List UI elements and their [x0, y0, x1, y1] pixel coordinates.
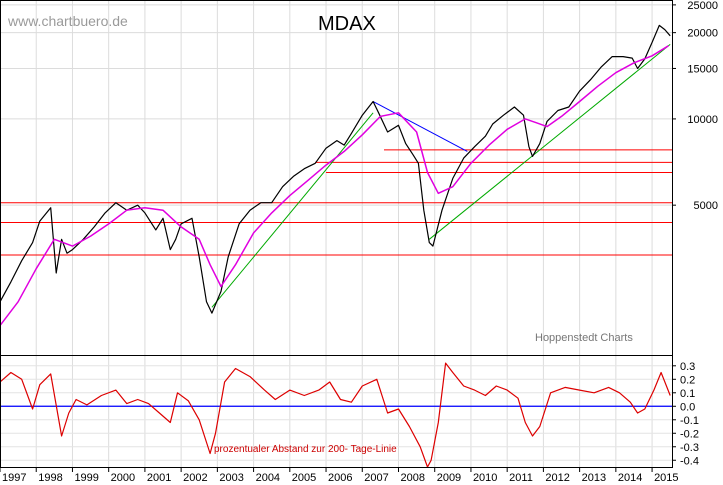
y-tick-label: 5000 — [694, 200, 718, 212]
moving-average-200-line — [0, 45, 669, 327]
y-tick-label: -0.1 — [680, 415, 699, 427]
main-y-axis: 5000 10000 15000 20000 25000 — [672, 0, 718, 212]
trend-line — [372, 101, 468, 152]
watermark: www.chartbuero.de — [7, 13, 128, 29]
deviation-series — [0, 362, 672, 468]
x-tick-label: 2002 — [183, 472, 207, 484]
oscillator-annotation: prozentualer Abstand zur 200- Tage-Linie — [214, 444, 397, 455]
x-tick-label: 2003 — [219, 472, 243, 484]
trend-line — [211, 112, 374, 308]
x-tick-label: 1999 — [74, 472, 98, 484]
x-tick-label: 2007 — [364, 472, 388, 484]
y-tick-label: 20000 — [687, 28, 718, 40]
main-panel-grid — [0, 0, 672, 355]
x-tick-label: 2013 — [582, 472, 606, 484]
oscillator-y-axis: 0.30.2 0.10.0 -0.1-0.2 -0.3-0.4 — [672, 361, 699, 467]
x-tick-label: 2011 — [509, 472, 533, 484]
x-tick-label: 2000 — [111, 472, 135, 484]
trend-lines — [211, 43, 671, 308]
x-tick-label: 1997 — [2, 472, 26, 484]
x-tick-label: 2009 — [437, 472, 461, 484]
x-axis: 1997 1998 1999 2000 2001 2002 2003 2004 2005 2006… — [0, 467, 679, 484]
y-tick-label: 0.1 — [680, 388, 695, 400]
y-tick-label: 25000 — [687, 0, 718, 12]
x-tick-label: 2014 — [618, 472, 642, 484]
x-tick-label: 2008 — [400, 472, 424, 484]
x-tick-label: 2012 — [545, 472, 569, 484]
x-tick-label: 1998 — [38, 472, 62, 484]
support-resistance-lines — [0, 149, 672, 256]
y-tick-label: -0.3 — [680, 442, 699, 454]
x-tick-label: 2006 — [328, 472, 352, 484]
x-tick-label: 2015 — [654, 472, 678, 484]
source-label: Hoppenstedt Charts — [535, 332, 633, 344]
x-tick-label: 2010 — [473, 472, 497, 484]
y-tick-label: -0.4 — [680, 455, 699, 467]
x-tick-label: 2001 — [147, 472, 171, 484]
y-tick-label: 15000 — [687, 63, 718, 75]
y-tick-label: 10000 — [687, 114, 718, 126]
price-series — [0, 24, 671, 327]
panel-frames — [0, 0, 673, 468]
y-tick-label: 0.0 — [680, 401, 695, 413]
x-tick-label: 2005 — [292, 472, 316, 484]
x-tick-label: 2004 — [256, 472, 280, 484]
y-tick-label: 0.3 — [680, 361, 695, 373]
oscillator-panel-frame — [0, 355, 673, 468]
chart-title: MDAX — [318, 13, 376, 35]
mdax-price-line — [0, 24, 671, 314]
trend-line — [428, 43, 671, 240]
y-tick-label: 0.2 — [680, 374, 695, 386]
y-tick-label: -0.2 — [680, 428, 699, 440]
deviation-line — [0, 362, 671, 468]
